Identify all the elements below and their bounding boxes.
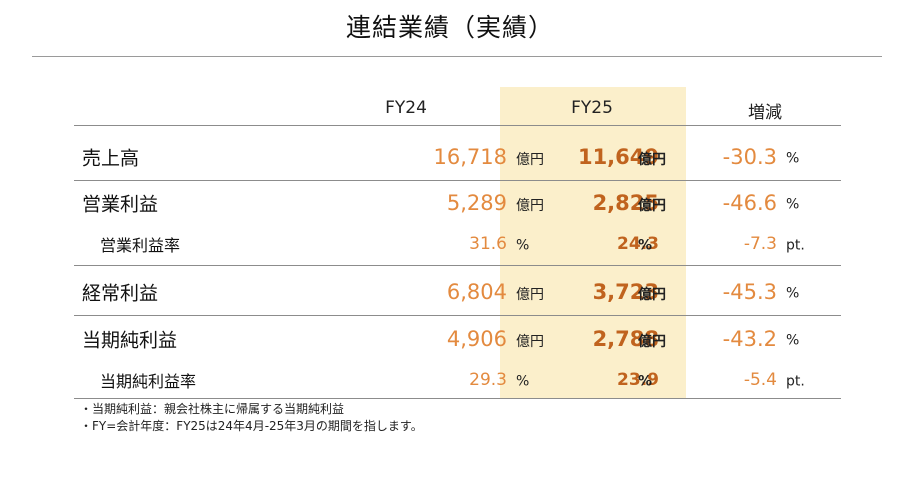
fy24-unit: % [516, 373, 530, 390]
diff-value: -46.6 [722, 191, 777, 215]
diff-unit: % [786, 150, 800, 167]
header-fy24: FY24 [385, 98, 427, 118]
table-rule [74, 265, 841, 266]
fy25-unit: 億円 [638, 334, 666, 350]
diff-unit: % [786, 285, 800, 302]
fy25-value: 24.3 [617, 234, 659, 254]
fy24-value: 5,289 [446, 191, 507, 215]
table-row-operating-margin: 営業利益率 31.6 % 24.3 % -7.3 pt. [74, 226, 841, 262]
title-divider [32, 56, 882, 57]
fy24-unit: 億円 [516, 152, 544, 168]
diff-value: -43.2 [722, 327, 777, 351]
fy25-value: 23.9 [617, 370, 659, 390]
header-diff: 増減 [748, 103, 782, 123]
row-label: 当期純利益率 [100, 372, 197, 391]
fy25-value: 2,788 [592, 327, 659, 351]
table-rule [74, 315, 841, 316]
row-label: 経常利益 [82, 282, 159, 305]
fy24-value: 16,718 [433, 145, 507, 169]
diff-unit: pt. [786, 373, 805, 390]
table-row-net-income: 当期純利益 4,906 億円 2,788 億円 -43.2 % [74, 317, 841, 361]
header-fy25: FY25 [571, 98, 613, 118]
row-label: 営業利益率 [100, 236, 181, 255]
table-rule [74, 398, 841, 399]
diff-value: -45.3 [722, 280, 777, 304]
diff-value: -5.4 [743, 370, 777, 390]
fy24-value: 29.3 [469, 370, 507, 390]
fy25-value: 3,723 [592, 280, 659, 304]
fy24-value: 6,804 [446, 280, 507, 304]
footnote: ・当期純利益：親会社株主に帰属する当期純利益 [80, 402, 345, 416]
diff-value: -7.3 [743, 234, 777, 254]
table-row-ordinary-income: 経常利益 6,804 億円 3,723 億円 -45.3 % [74, 270, 841, 314]
table-row-net-margin: 当期純利益率 29.3 % 23.9 % -5.4 pt. [74, 362, 841, 398]
page-title: 連結業績（実績） [345, 13, 554, 42]
table-row-sales: 売上高 16,718 億円 11,649 億円 -30.3 % [74, 135, 841, 179]
row-label: 売上高 [82, 147, 140, 170]
fy25-unit: % [638, 373, 653, 390]
diff-value: -30.3 [722, 145, 777, 169]
table-rule [74, 125, 841, 126]
fy24-value: 4,906 [446, 327, 507, 351]
row-label: 当期純利益 [82, 329, 178, 352]
fy24-unit: 億円 [516, 198, 544, 214]
diff-unit: % [786, 196, 800, 213]
fy24-value: 31.6 [469, 234, 507, 254]
row-label: 営業利益 [82, 193, 159, 216]
diff-unit: % [786, 332, 800, 349]
fy24-unit: 億円 [516, 334, 544, 350]
fy24-unit: % [516, 237, 530, 254]
fy24-unit: 億円 [516, 287, 544, 303]
table-row-operating-income: 営業利益 5,289 億円 2,825 億円 -46.6 % [74, 181, 841, 225]
table-rule [74, 180, 841, 181]
fy25-value: 2,825 [592, 191, 659, 215]
fy25-unit: 億円 [638, 287, 666, 303]
footnotes: ・当期純利益：親会社株主に帰属する当期純利益 ・FY=会計年度：FY25は24年… [80, 401, 423, 435]
fy25-value: 11,649 [577, 145, 659, 169]
fy25-highlight-column [500, 87, 686, 398]
fy25-unit: 億円 [638, 152, 666, 168]
diff-unit: pt. [786, 237, 805, 254]
footnote: ・FY=会計年度：FY25は24年4月-25年3月の期間を指します。 [80, 419, 423, 433]
fy25-unit: % [638, 237, 653, 254]
fy25-unit: 億円 [638, 198, 666, 214]
